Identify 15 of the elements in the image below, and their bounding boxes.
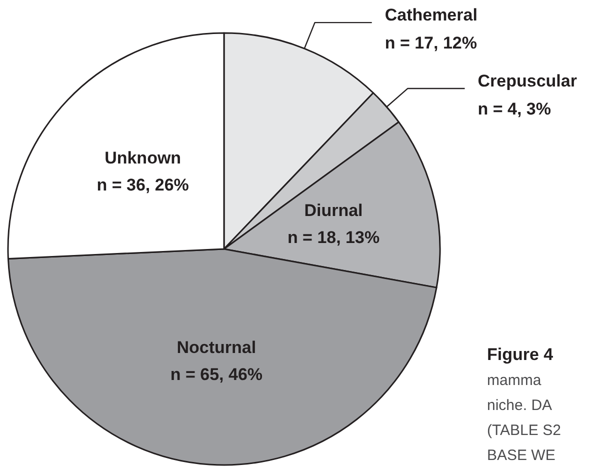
text: mamma bbox=[487, 372, 542, 389]
slice-label: Unknown bbox=[104, 148, 182, 168]
caption: Figure 4 bbox=[487, 345, 554, 364]
text: niche. DA bbox=[487, 397, 552, 414]
slice-label: Crepuscular bbox=[478, 71, 578, 90]
slice-label: Nocturnal bbox=[176, 338, 256, 358]
data-label: n = 18, 13% bbox=[287, 228, 380, 248]
text: (TABLE S2 bbox=[487, 422, 561, 439]
data-label: n = 17, 12% bbox=[384, 34, 477, 53]
slice-label: Cathemeral bbox=[384, 6, 478, 25]
slice-label: Diurnal bbox=[304, 201, 363, 220]
text: BASE WE bbox=[487, 447, 556, 464]
data-label: n = 36, 26% bbox=[96, 175, 189, 194]
data-label: n = 65, 46% bbox=[170, 365, 263, 384]
data-label: n = 4, 3% bbox=[478, 99, 551, 118]
